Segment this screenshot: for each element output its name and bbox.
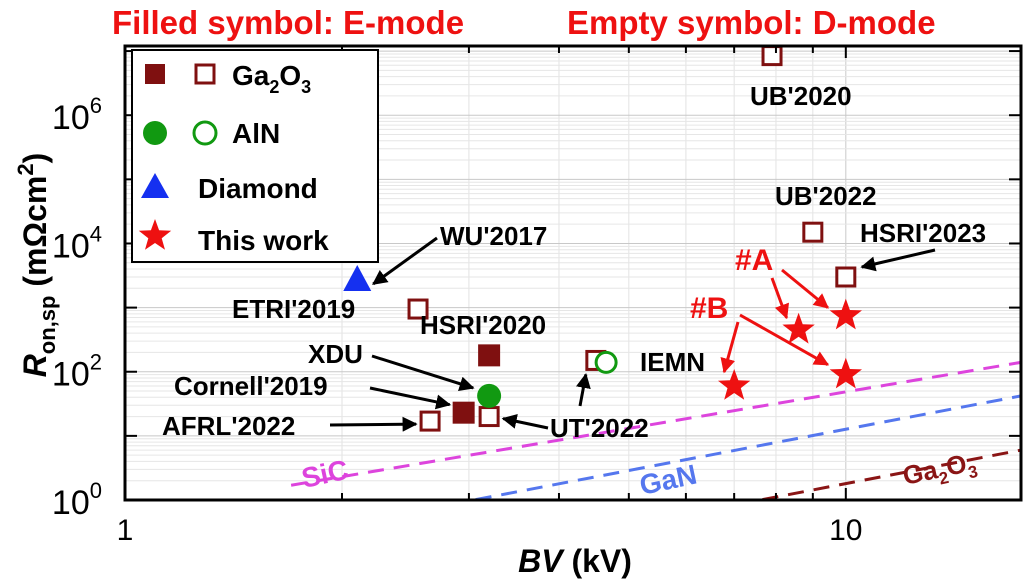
y-tick-label: 100 bbox=[52, 478, 102, 522]
point-ga2o3-3 bbox=[407, 298, 429, 320]
arrow-iemn bbox=[576, 372, 591, 407]
annotation-b: #B bbox=[690, 292, 728, 325]
point-ga2o3-0 bbox=[761, 45, 783, 67]
label-hsri2023: HSRI'2023 bbox=[860, 218, 986, 248]
legend-this-work-marker bbox=[138, 219, 172, 250]
legend-label-aln: AlN bbox=[232, 118, 280, 149]
header-right: Empty symbol: D-mode bbox=[567, 4, 936, 41]
arrow-ut2022 bbox=[501, 414, 549, 430]
point-ga2o3-6 bbox=[419, 410, 441, 432]
label-afrl2022: AFRL'2022 bbox=[162, 411, 295, 441]
limit-line-sic bbox=[290, 360, 1021, 487]
point-labels: UB'2020 UB'2022 HSRI'2023 ETRI'2019 HSRI… bbox=[162, 81, 986, 443]
legend-diamond-marker bbox=[141, 173, 169, 198]
legend-aln-filled-marker bbox=[143, 121, 167, 145]
point-this-work-2 bbox=[718, 369, 751, 400]
limit-label-sic: SiC bbox=[299, 454, 351, 494]
arrow-a-2 bbox=[781, 268, 829, 309]
legend-label-this-work: This work bbox=[198, 225, 329, 256]
legend-box bbox=[131, 49, 379, 263]
label-ub2022: UB'2022 bbox=[775, 181, 877, 211]
label-cornell2019: Cornell'2019 bbox=[174, 371, 328, 401]
arrow-hsri2023 bbox=[860, 248, 936, 272]
point-this-work-3 bbox=[829, 357, 862, 389]
point-ga2o3-2 bbox=[835, 266, 857, 288]
label-hsri2020: HSRI'2020 bbox=[420, 310, 546, 340]
arrow-b-1 bbox=[720, 321, 740, 374]
header-left: Filled symbol: E-mode bbox=[112, 4, 464, 41]
label-xdu: XDU bbox=[308, 339, 363, 369]
plot-frame bbox=[123, 44, 1023, 502]
label-wu2017: WU'2017 bbox=[440, 221, 547, 251]
point-ga2o3-4 bbox=[478, 344, 501, 367]
legend: Ga2O3 AlN Diamond This work bbox=[131, 49, 379, 263]
legend-label-ga2o3: Ga2O3 bbox=[232, 60, 311, 97]
arrow-b-2 bbox=[739, 313, 830, 366]
annotation-arrows bbox=[329, 236, 936, 432]
point-aln-0 bbox=[477, 383, 502, 408]
limit-line-ga bbox=[752, 448, 1021, 500]
arrow-afrl2022 bbox=[329, 416, 418, 432]
label-iemn: IEMN bbox=[640, 347, 705, 377]
y-tick-label: 104 bbox=[52, 221, 102, 265]
arrow-a-1 bbox=[770, 277, 789, 320]
point-this-work-0 bbox=[782, 312, 815, 344]
point-ga2o3-7 bbox=[452, 401, 475, 424]
y-tick-label: 106 bbox=[52, 93, 102, 137]
legend-label-diamond: Diamond bbox=[198, 173, 318, 204]
limit-label-gan: GaN bbox=[637, 459, 700, 501]
label-etri2019: ETRI'2019 bbox=[232, 294, 355, 324]
legend-aln-empty-marker bbox=[192, 120, 218, 146]
point-ga2o3-8 bbox=[478, 406, 500, 428]
annotation-a: #A bbox=[735, 244, 773, 277]
label-ut2022: UT'2022 bbox=[550, 413, 649, 443]
x-axis-title: BV (kV) bbox=[518, 543, 632, 579]
y-tick-label: 102 bbox=[52, 350, 102, 394]
legend-ga2o3-filled-marker bbox=[145, 64, 165, 84]
point-aln-1 bbox=[594, 350, 618, 374]
x-tick-label: 10 bbox=[829, 514, 862, 547]
legend-ga2o3-empty-marker bbox=[194, 63, 216, 85]
material-limit-lines bbox=[290, 360, 1021, 500]
arrow-cornell2019 bbox=[369, 386, 452, 410]
limit-label-ga2o3: Ga2O3 bbox=[900, 446, 980, 496]
x-tick-label: 1 bbox=[117, 514, 134, 547]
point-ga2o3-1 bbox=[802, 221, 824, 243]
y-axis-title: Ron,sp (mΩcm2) bbox=[13, 153, 60, 378]
point-diamond-0 bbox=[343, 264, 372, 291]
label-ub2020: UB'2020 bbox=[750, 81, 852, 111]
arrow-xdu bbox=[371, 354, 475, 391]
point-this-work-1 bbox=[829, 298, 862, 330]
limit-line-gan bbox=[465, 394, 1021, 500]
arrow-wu2017 bbox=[372, 236, 438, 286]
